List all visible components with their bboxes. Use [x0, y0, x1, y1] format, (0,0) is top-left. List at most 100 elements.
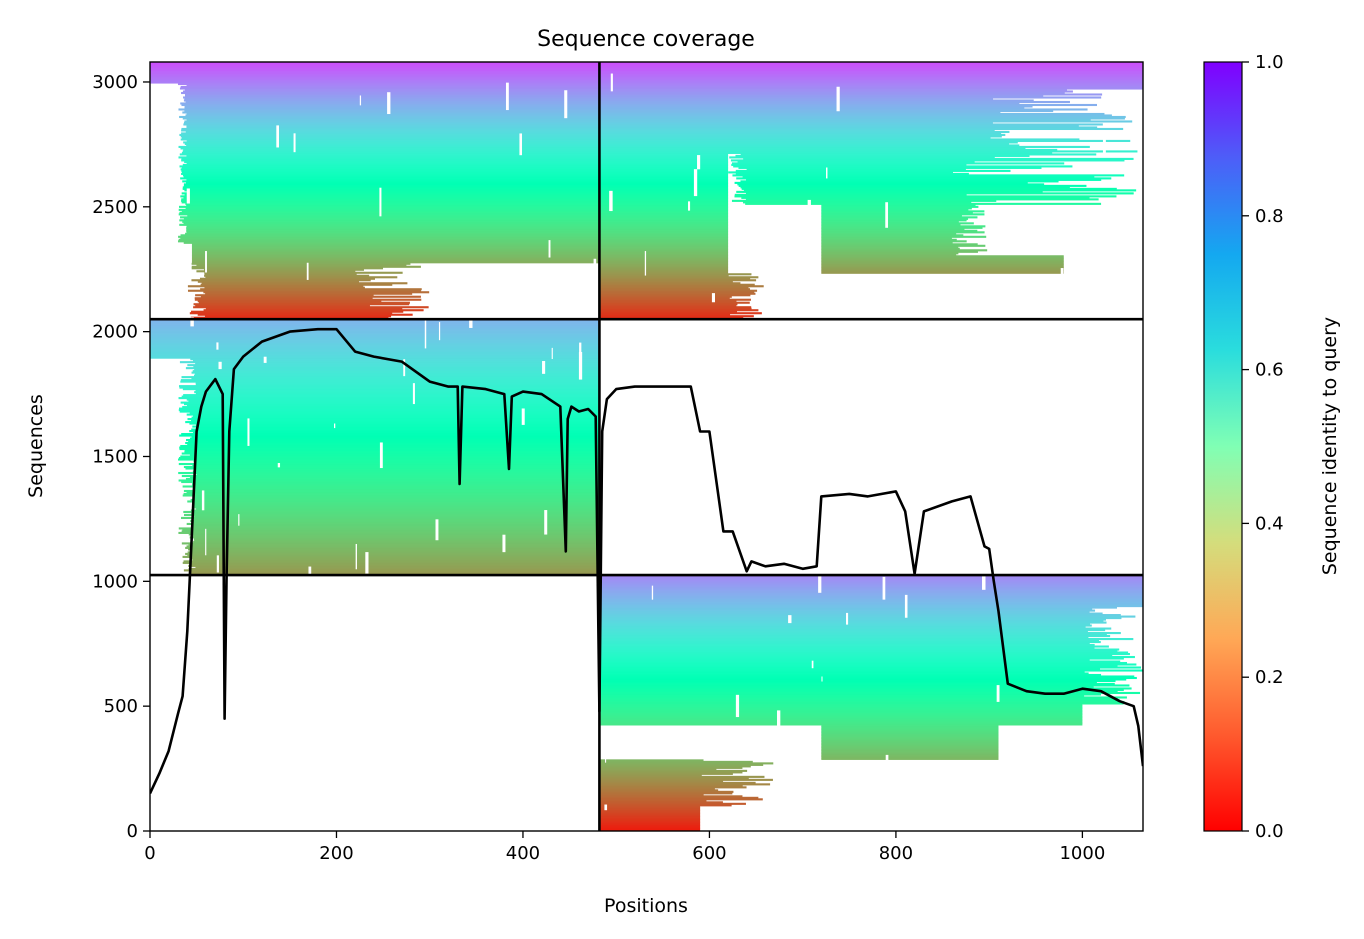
- coverage-row: [599, 591, 1143, 594]
- coverage-row: [183, 465, 600, 469]
- coverage-row: [184, 97, 600, 101]
- coverage-row: [193, 459, 600, 463]
- coverage-gap: [1134, 637, 1138, 646]
- coverage-row: [188, 572, 600, 575]
- coverage-gap: [418, 799, 422, 814]
- coverage-gap: [238, 514, 240, 526]
- coverage-row: [599, 118, 1091, 122]
- coverage-gap: [235, 747, 239, 770]
- coverage-row: [599, 129, 995, 132]
- coverage-row: [192, 482, 600, 485]
- coverage-row: [205, 292, 413, 295]
- coverage-row: [200, 283, 393, 286]
- coverage-row: [740, 186, 1070, 189]
- coverage-row: [821, 732, 999, 735]
- coverage-gap: [824, 385, 829, 392]
- coverage-row: [599, 192, 729, 195]
- coverage-row: [186, 522, 600, 525]
- coverage-row: [185, 552, 600, 555]
- coverage-row: [599, 581, 1143, 584]
- colorbar-tick-label: 1.0: [1255, 52, 1284, 73]
- coverage-row: [190, 519, 600, 523]
- coverage-gap: [1118, 513, 1122, 519]
- x-tick-label: 0: [144, 843, 155, 864]
- coverage-row: [599, 76, 1143, 80]
- coverage-row: [599, 802, 746, 805]
- coverage-row: [204, 271, 403, 274]
- coverage-row: [190, 509, 600, 512]
- coverage-row: [183, 175, 600, 178]
- coverage-row: [599, 792, 733, 795]
- coverage-row: [191, 436, 600, 439]
- coverage-row: [599, 825, 701, 828]
- coverage-row: [599, 769, 748, 772]
- coverage-row: [191, 250, 600, 253]
- coverage-row: [599, 315, 754, 318]
- coverage-row: [599, 624, 1092, 627]
- coverage-row: [186, 181, 600, 184]
- coverage-row: [821, 730, 999, 733]
- coverage-row: [599, 141, 1018, 144]
- coverage-gap: [178, 184, 180, 195]
- coverage-row: [181, 129, 600, 132]
- coverage-row: [150, 62, 600, 65]
- coverage-row: [599, 171, 729, 174]
- coverage-row: [599, 139, 1131, 142]
- coverage-row: [599, 67, 1143, 71]
- coverage-row: [181, 210, 600, 213]
- coverage-row: [186, 124, 600, 128]
- coverage-row: [599, 285, 764, 288]
- coverage-row: [599, 717, 1083, 720]
- coverage-row: [821, 270, 1064, 273]
- coverage-row: [599, 64, 1143, 68]
- coverage-row: [821, 220, 959, 223]
- coverage-row: [599, 599, 1143, 602]
- coverage-row: [599, 250, 729, 253]
- coverage-row: [193, 503, 600, 506]
- coverage-row: [185, 100, 600, 104]
- coverage-row: [186, 231, 600, 234]
- x-tick-label: 200: [319, 843, 353, 864]
- coverage-row: [200, 295, 421, 298]
- coverage-row: [599, 136, 991, 140]
- coverage-row: [599, 635, 1111, 638]
- coverage-row: [191, 265, 421, 268]
- coverage-row: [599, 288, 751, 291]
- coverage-row: [185, 232, 600, 235]
- coverage-row: [184, 93, 600, 96]
- coverage-row: [599, 811, 701, 814]
- coverage-row: [150, 349, 600, 352]
- coverage-row: [599, 697, 1114, 701]
- coverage-gap: [271, 762, 273, 780]
- coverage-row: [194, 539, 600, 542]
- coverage-row: [191, 255, 600, 258]
- coverage-row: [185, 477, 600, 481]
- coverage-row: [178, 409, 600, 412]
- coverage-row: [185, 546, 600, 549]
- coverage-row: [599, 249, 729, 252]
- coverage-row: [599, 78, 1143, 81]
- coverage-row: [599, 691, 1141, 695]
- coverage-row: [599, 760, 753, 763]
- coverage-row: [180, 455, 600, 458]
- coverage-row: [182, 111, 600, 114]
- coverage-row: [193, 486, 600, 490]
- coverage-row: [179, 165, 600, 168]
- coverage-gap: [1097, 775, 1099, 781]
- coverage-row: [599, 688, 1124, 692]
- coverage-row: [191, 258, 600, 261]
- coverage-row: [185, 114, 600, 117]
- coverage-row: [178, 458, 600, 461]
- coverage-row: [821, 223, 961, 226]
- coverage-row: [599, 100, 1070, 104]
- coverage-row: [203, 291, 430, 294]
- coverage-gap: [537, 680, 539, 691]
- coverage-gap: [496, 588, 498, 605]
- coverage-row: [599, 172, 729, 175]
- coverage-row: [185, 442, 600, 445]
- coverage-row: [193, 306, 429, 309]
- coverage-row: [189, 563, 600, 566]
- coverage-row: [599, 615, 1136, 618]
- coverage-row: [599, 150, 1138, 153]
- coverage-row: [742, 175, 1095, 178]
